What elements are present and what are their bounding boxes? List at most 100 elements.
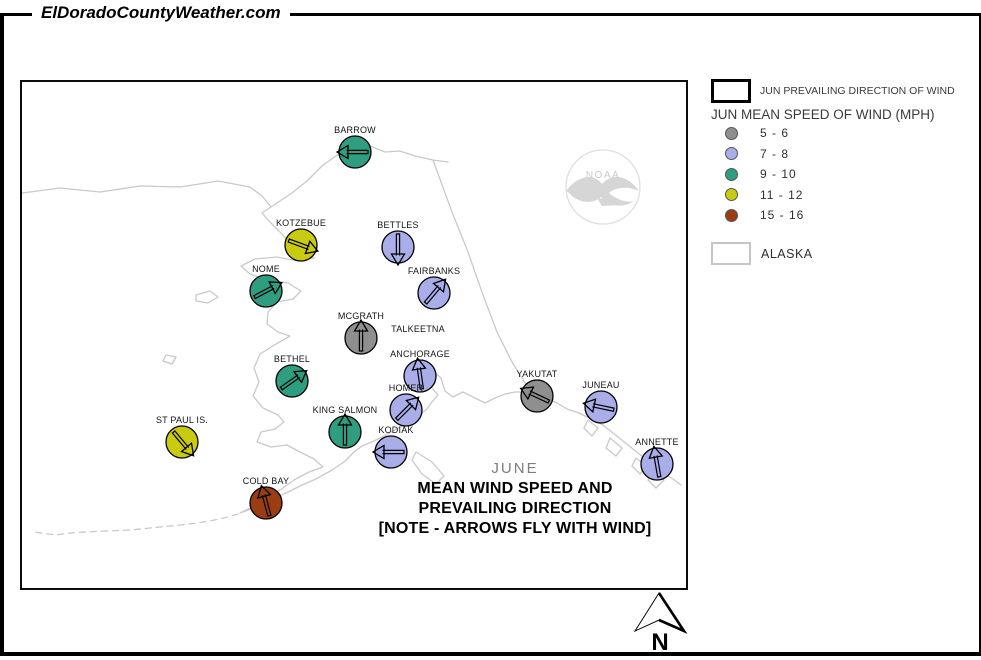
- wind-direction-arrow: [337, 412, 353, 446]
- station-marker: [249, 484, 283, 520]
- station-label: YAKUTAT: [516, 369, 558, 379]
- map-title-block: JUNE MEAN WIND SPEED AND PREVAILING DIREC…: [355, 460, 675, 539]
- wind-direction-arrow: [519, 386, 551, 404]
- north-arrow: N: [633, 592, 688, 656]
- station-label: ANNETTE: [635, 437, 679, 447]
- speed-range-label: 15 - 16: [760, 208, 805, 223]
- speed-swatch-circle: [725, 208, 738, 222]
- speed-class-item: 15 - 16: [700, 205, 804, 226]
- station-label: BARROW: [334, 125, 376, 135]
- wind-speed-circle: [389, 393, 423, 427]
- station-label: JUNEAU: [582, 380, 620, 390]
- wind-speed-circle: [344, 321, 378, 355]
- wind-direction-arrow: [582, 398, 615, 414]
- station-label: MCGRATH: [337, 311, 385, 321]
- map-title-line: [NOTE - ARROWS FLY WITH WIND]: [378, 520, 652, 537]
- station-marker: [275, 364, 309, 398]
- page-border-top: [0, 13, 981, 16]
- map-title-line: MEAN WIND SPEED AND: [417, 480, 613, 497]
- wind-direction-arrow: [335, 144, 369, 160]
- site-title-link[interactable]: ElDoradoCountyWeather.com: [32, 3, 290, 23]
- station-marker: [403, 356, 437, 393]
- page-border-bottom: [0, 652, 981, 656]
- wind-direction-arrow: [279, 369, 308, 391]
- wind-direction-arrow: [353, 318, 369, 352]
- wind-direction-arrow: [371, 444, 405, 460]
- station-label: BETTLES: [377, 220, 419, 230]
- speed-class-item: 7 - 8: [700, 144, 804, 165]
- station-label: KODIAK: [378, 425, 414, 435]
- station-label: ANCHORAGE: [390, 349, 450, 359]
- alaska-coastline: NOAA: [22, 145, 682, 536]
- station-label: TALKEETNA: [391, 324, 445, 334]
- speed-range-label: 11 - 12: [760, 187, 804, 202]
- wind-direction-arrow: [171, 430, 195, 457]
- wind-direction-arrow: [390, 233, 406, 267]
- wind-direction-arrow: [287, 238, 320, 255]
- station-marker: [582, 390, 618, 424]
- station-marker: [640, 445, 674, 481]
- legend-area-row: ALASKA: [711, 242, 813, 265]
- direction-label: JUN PREVAILING DIRECTION OF WIND: [760, 85, 955, 97]
- station-marker: [284, 228, 320, 262]
- speed-swatch-circle: [725, 147, 738, 161]
- station-label: HOMER: [388, 383, 424, 393]
- alaska-symbol-box: [711, 242, 751, 265]
- wind-speed-circle: [374, 435, 408, 469]
- speed-class-list: 5 - 6 7 - 8 9 - 10 11 - 12 15 - 16: [700, 123, 804, 226]
- station-marker: [249, 274, 284, 308]
- wind-speed-circle: [417, 276, 451, 310]
- speed-swatch-circle: [725, 167, 738, 181]
- station-label: KOTZEBUE: [275, 218, 327, 228]
- legend-direction-row: JUN PREVAILING DIRECTION OF WIND: [711, 79, 955, 103]
- page-border-left: [0, 13, 4, 656]
- svg-text:NOAA: NOAA: [586, 170, 620, 181]
- wind-direction-arrow: [423, 278, 447, 305]
- noaa-logo-watermark: NOAA: [565, 149, 641, 225]
- speed-class-item: 5 - 6: [700, 123, 804, 144]
- direction-symbol-box: [711, 79, 751, 103]
- speed-legend-header: JUN MEAN SPEED OF WIND (MPH): [711, 107, 935, 122]
- station-label: FAIRBANKS: [407, 266, 461, 276]
- station-marker: [335, 135, 372, 169]
- alaska-map: NOAA BARROW KOTZEBUE BETTLES NOME FAIRBANKS M…: [20, 80, 688, 590]
- wind-direction-arrow: [411, 356, 427, 390]
- station-marker: [381, 230, 415, 267]
- wind-speed-circle: [275, 364, 309, 398]
- station-marker: [519, 379, 554, 413]
- station-label: KING SALMON: [312, 405, 378, 415]
- wind-direction-arrow: [394, 396, 420, 422]
- station-label: ST PAUL IS.: [155, 415, 209, 425]
- wind-direction-arrow: [256, 484, 272, 517]
- svg-text:N: N: [651, 629, 668, 656]
- speed-range-label: 9 - 10: [760, 167, 797, 182]
- map-title-lines: MEAN WIND SPEED AND PREVAILING DIRECTION […: [355, 479, 675, 539]
- alaska-label: ALASKA: [761, 246, 813, 261]
- wind-speed-circle: [381, 230, 415, 264]
- station-marker: [165, 425, 199, 459]
- station-marker: [389, 393, 423, 427]
- wind-speed-circle: [403, 359, 437, 393]
- speed-swatch-circle: [725, 188, 738, 202]
- wind-speed-circle: [338, 135, 372, 169]
- wind-speed-circle: [640, 447, 674, 481]
- station-label: BETHEL: [273, 354, 311, 364]
- station-marker: [417, 276, 451, 310]
- wind-speed-circle: [165, 425, 199, 459]
- station-marker: [328, 412, 362, 449]
- speed-range-label: 7 - 8: [760, 146, 790, 161]
- wind-direction-arrow: [648, 445, 664, 478]
- station-marker: [371, 435, 408, 469]
- station-marker: [344, 318, 378, 355]
- wind-speed-circle: [249, 274, 283, 308]
- speed-range-label: 5 - 6: [760, 126, 790, 141]
- month-label: JUNE: [491, 460, 539, 477]
- page-border-right: [979, 13, 981, 656]
- station-label: COLD BAY: [242, 476, 290, 486]
- wind-speed-circle: [328, 415, 362, 449]
- wind-speed-circle: [249, 486, 283, 520]
- speed-class-item: 9 - 10: [700, 164, 804, 185]
- wind-direction-arrow: [252, 281, 284, 300]
- speed-class-item: 11 - 12: [700, 185, 804, 206]
